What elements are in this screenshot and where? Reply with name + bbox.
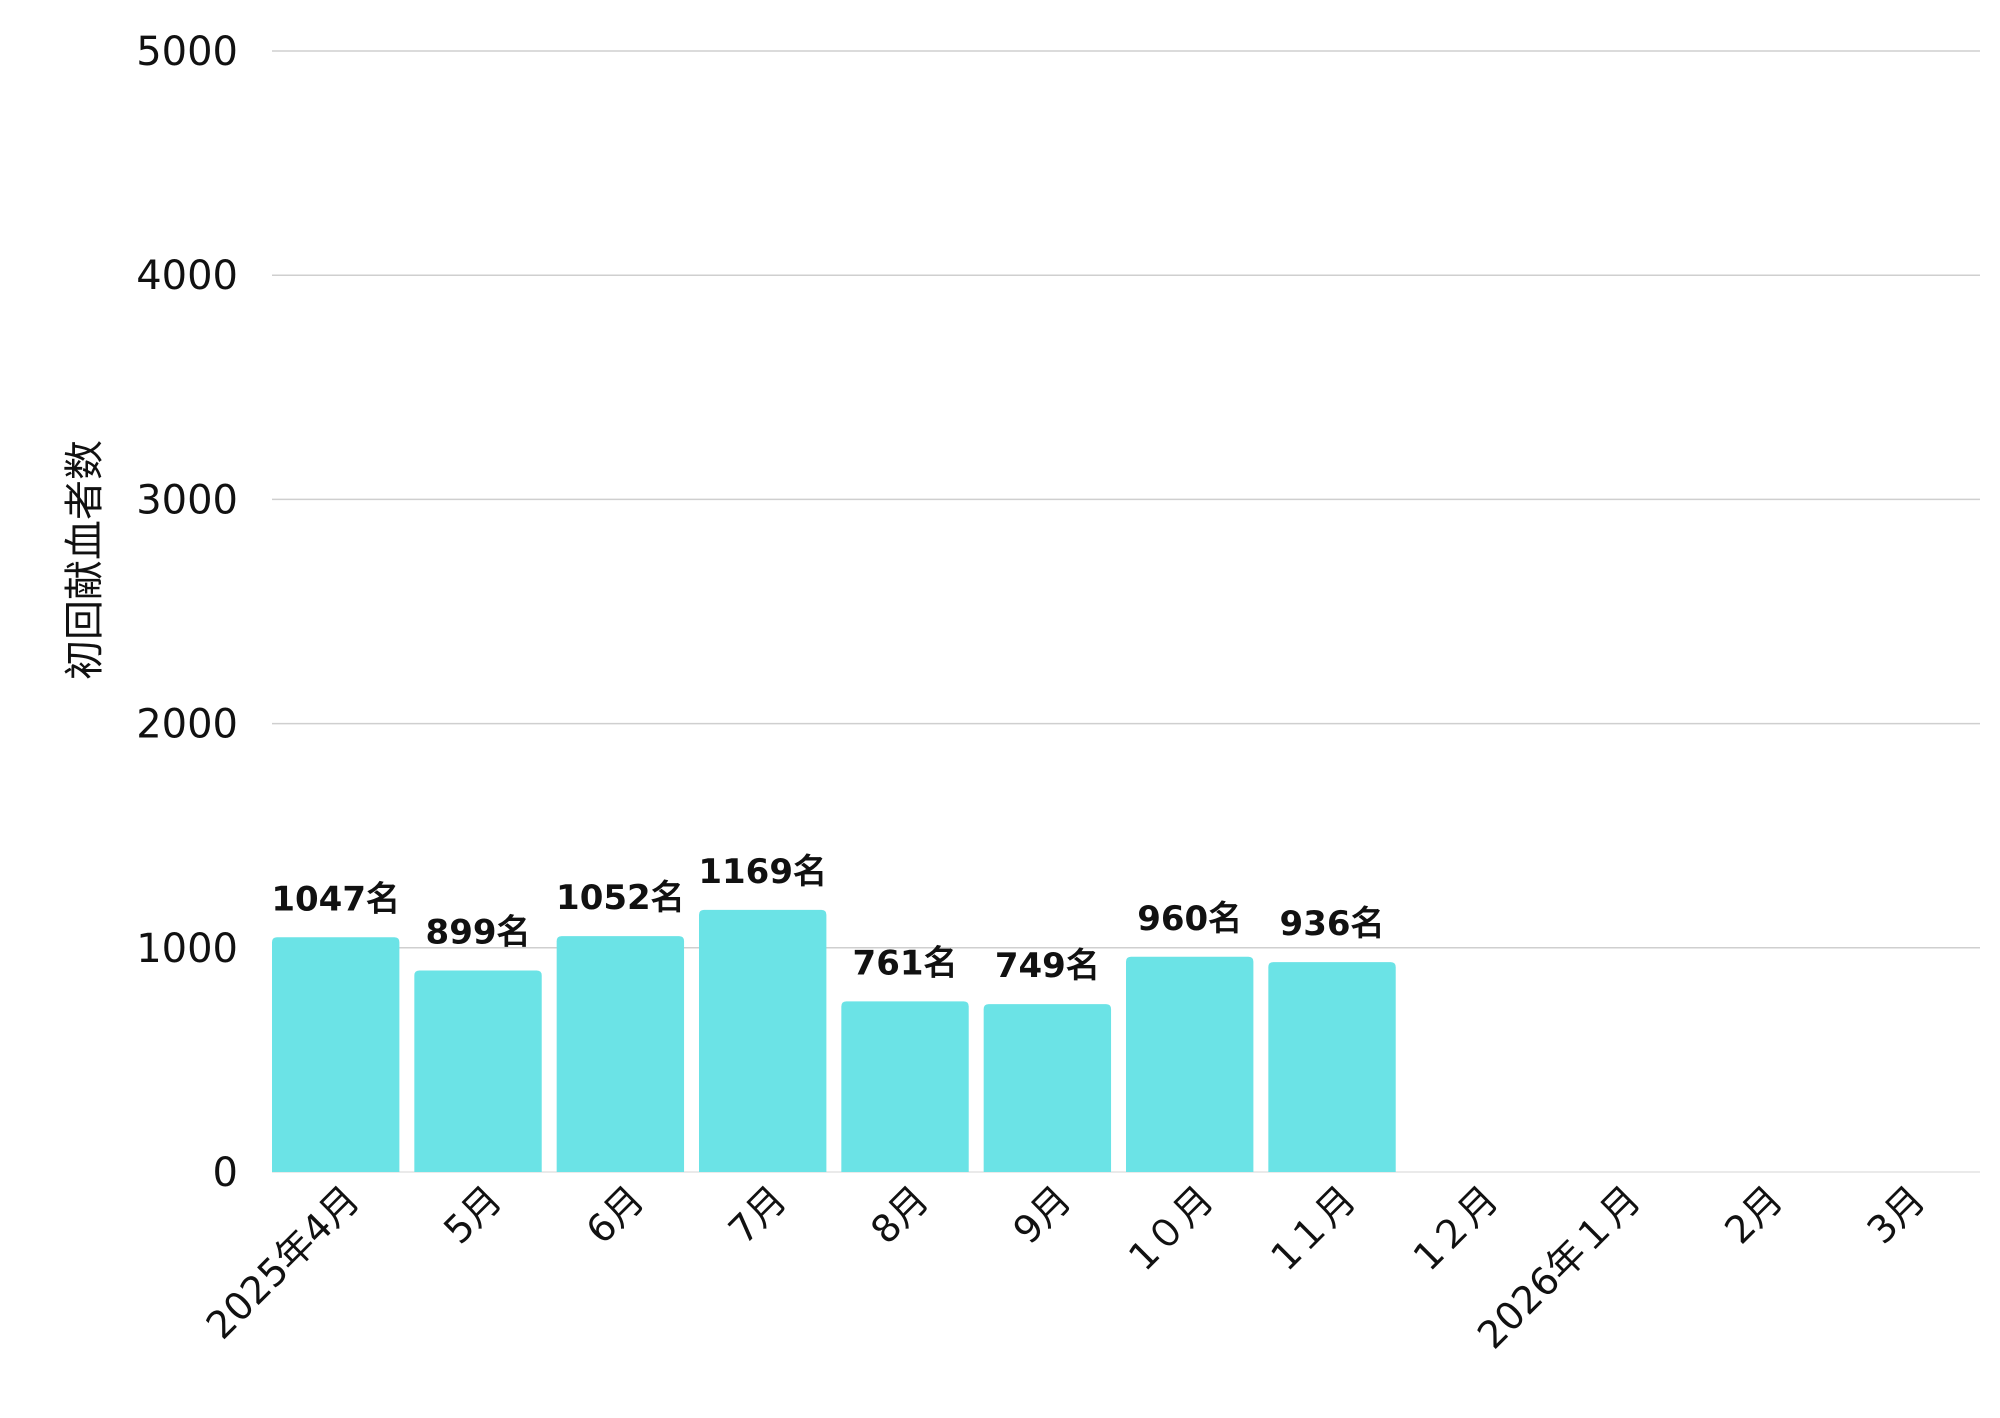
y-tick-label: 1000 bbox=[136, 926, 238, 972]
x-tick-label: 1１月 bbox=[1262, 1177, 1364, 1279]
bar bbox=[841, 1001, 969, 1172]
x-tick-label: 2025年4月 bbox=[198, 1177, 368, 1347]
bar bbox=[556, 936, 685, 1172]
x-tick-label: 2月 bbox=[1716, 1177, 1791, 1252]
data-label: 960名 bbox=[1137, 899, 1242, 939]
data-label: 1052名 bbox=[556, 878, 685, 918]
y-axis-ticks: 0 1000 2000 3000 4000 5000 bbox=[136, 29, 238, 1196]
bar bbox=[699, 909, 827, 1172]
data-label: 749名 bbox=[995, 946, 1100, 986]
bar bbox=[983, 1004, 1112, 1172]
x-tick-label: 9月 bbox=[1005, 1177, 1080, 1252]
bar bbox=[272, 937, 400, 1172]
data-label: 1169名 bbox=[698, 852, 827, 892]
y-tick-label: 4000 bbox=[136, 253, 238, 299]
bars bbox=[272, 909, 1396, 1172]
x-tick-label: 5月 bbox=[435, 1177, 510, 1252]
x-tick-label: 8月 bbox=[862, 1177, 937, 1252]
bar bbox=[1268, 962, 1396, 1172]
bar bbox=[414, 970, 542, 1172]
data-label: 899名 bbox=[426, 912, 531, 952]
y-tick-label: 2000 bbox=[136, 702, 238, 748]
data-labels: 1047名 899名 1052名 1169名 761名 749名 960名 936名 bbox=[271, 852, 1384, 986]
x-tick-label: 7月 bbox=[720, 1177, 795, 1252]
data-label: 1047名 bbox=[271, 879, 400, 919]
x-tick-label: 6月 bbox=[578, 1177, 653, 1252]
x-tick-label: 1０月 bbox=[1120, 1177, 1222, 1279]
data-label: 761名 bbox=[853, 943, 958, 983]
y-tick-label: 5000 bbox=[136, 29, 238, 75]
x-tick-label: 3月 bbox=[1859, 1177, 1934, 1252]
x-tick-label: 1２月 bbox=[1405, 1177, 1507, 1279]
bar bbox=[1126, 956, 1254, 1172]
y-axis-title: 初回献血者数 bbox=[62, 440, 108, 680]
y-tick-label: 3000 bbox=[136, 477, 238, 523]
data-label: 936名 bbox=[1280, 904, 1385, 944]
y-tick-label: 0 bbox=[213, 1150, 238, 1196]
